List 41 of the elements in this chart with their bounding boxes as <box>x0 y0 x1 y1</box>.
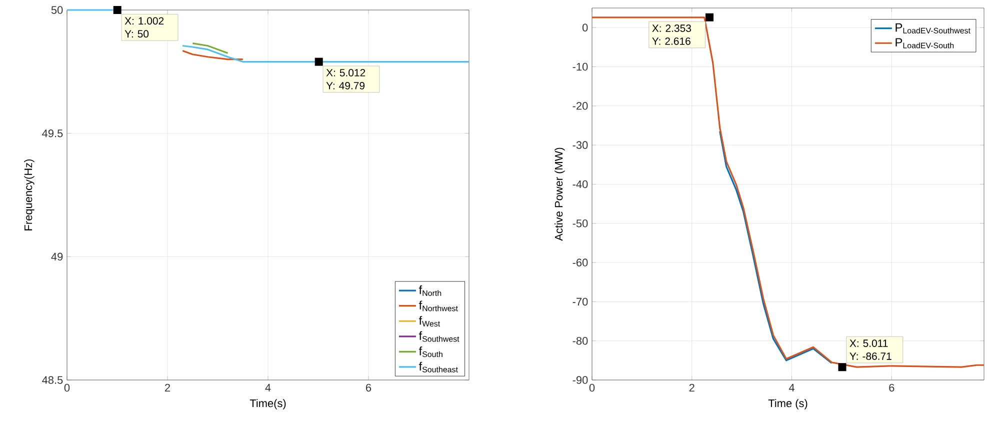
annotation: X: 1.002 Y: 50 <box>124 17 164 38</box>
legend-label: $\text{P}_{\text{LoadEV-Southwest}}$ <box>896 23 970 34</box>
x-tick-label: 4 <box>265 384 271 392</box>
x-tick-label: 2 <box>165 384 170 392</box>
x-tick-label: 0 <box>64 384 70 392</box>
x-tick-label: 4 <box>788 384 794 392</box>
line-series <box>719 130 833 364</box>
y-axis-title: Active Power (MW) <box>554 148 565 241</box>
legend-label: $\text{f}_{\text{West}}$ <box>418 316 440 327</box>
y-tick-label: -60 <box>572 258 588 266</box>
line-series <box>182 50 244 60</box>
x-axis-title: Time(s) <box>250 399 286 410</box>
y-tick-label: -30 <box>572 141 588 149</box>
x-tick-label: 6 <box>889 384 894 392</box>
y-tick-label: -10 <box>572 62 588 71</box>
y-tick-label: 49 <box>51 252 63 261</box>
legend-label: $\text{f}_{\text{North}}$ <box>418 285 442 296</box>
y-tick-label: 49.5 <box>42 129 63 138</box>
y-tick-label: -40 <box>572 180 588 188</box>
y-tick-label: -70 <box>572 298 588 306</box>
annotation: X: 5.012 Y: 49.79 <box>326 69 366 90</box>
x-tick-label: 0 <box>589 384 595 392</box>
legend-label: $\text{f}_{\text{Northwest}}$ <box>418 300 458 312</box>
x-tick-label: 6 <box>366 384 372 392</box>
annotation: X: 5.011 Y: -86.71 <box>850 340 892 360</box>
x-tick-label: 2 <box>689 384 694 392</box>
annotation: X: 2.353 Y: 2.616 <box>652 24 691 45</box>
legend-label: $\text{f}_{\text{Southwest}}$ <box>418 331 460 342</box>
y-tick-label: 50 <box>51 6 63 14</box>
y-tick-label: 48.5 <box>42 376 63 384</box>
legend-label: $\text{f}_{\text{South}}$ <box>418 346 442 358</box>
line-series <box>591 16 985 368</box>
y-tick-label: -80 <box>572 336 588 345</box>
legend-label: $\text{P}_{\text{LoadEV-South}}$ <box>896 38 954 48</box>
y-tick-label: 0 <box>582 24 588 32</box>
x-axis-title: Time (s) <box>768 399 808 410</box>
y-tick-label: -50 <box>572 220 588 228</box>
y-tick-label: -20 <box>572 102 588 110</box>
y-axis-title: Frequency(Hz) <box>24 159 34 230</box>
legend-label: $\text{f}_{\text{Southeast}}$ <box>418 362 458 372</box>
y-tick-label: -90 <box>572 376 588 384</box>
